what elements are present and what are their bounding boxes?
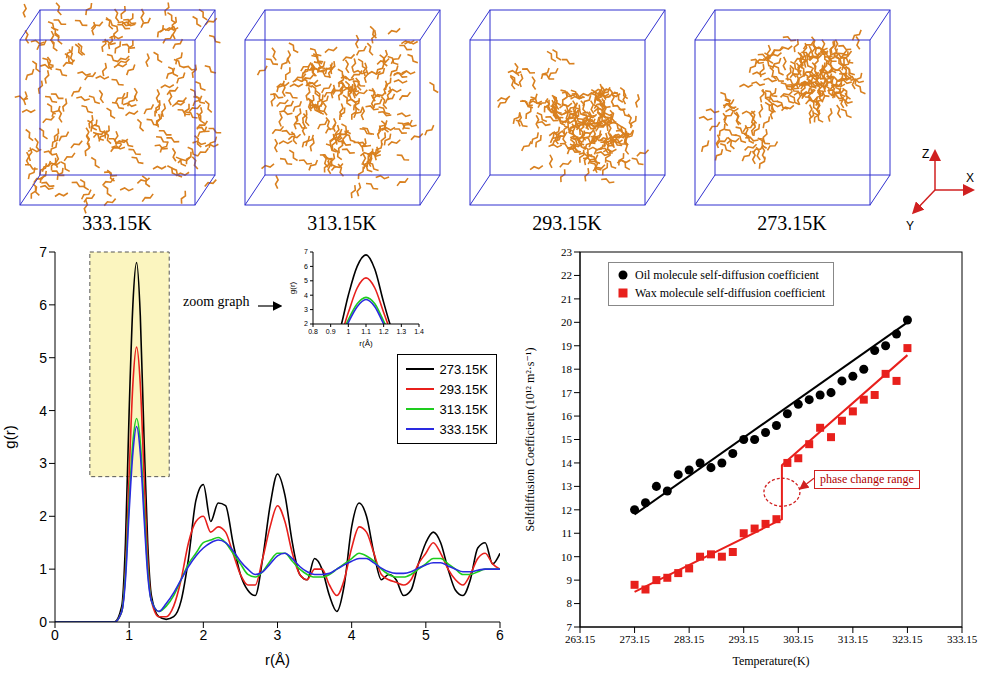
svg-text:Temperature(K): Temperature(K) xyxy=(732,654,809,668)
svg-text:7: 7 xyxy=(304,248,308,255)
svg-text:Z: Z xyxy=(922,147,929,161)
svg-text:4: 4 xyxy=(348,627,356,643)
svg-text:323.15: 323.15 xyxy=(892,633,923,645)
svg-text:g(r): g(r) xyxy=(1,425,18,448)
svg-text:2: 2 xyxy=(39,508,47,524)
svg-text:Y: Y xyxy=(906,219,914,233)
svg-text:15: 15 xyxy=(561,433,573,445)
svg-text:3: 3 xyxy=(304,306,308,313)
svg-text:18: 18 xyxy=(561,363,573,375)
svg-text:19: 19 xyxy=(561,340,573,352)
svg-text:5: 5 xyxy=(39,350,47,366)
svg-text:333.15K: 333.15K xyxy=(82,212,152,234)
svg-text:12: 12 xyxy=(561,504,572,516)
svg-text:14: 14 xyxy=(561,457,573,469)
html-text:313.15K: 313.15K xyxy=(439,401,488,417)
svg-text:4: 4 xyxy=(304,292,308,299)
html-text:phase change range: phase change range xyxy=(819,472,914,487)
svg-text:313.15K: 313.15K xyxy=(307,212,377,234)
svg-text:1.2: 1.2 xyxy=(379,328,389,335)
svg-text:3: 3 xyxy=(39,455,47,471)
html-text:333.15K: 333.15K xyxy=(439,421,488,437)
svg-text:6: 6 xyxy=(39,297,47,313)
svg-text:313.15: 313.15 xyxy=(838,633,869,645)
svg-text:0: 0 xyxy=(39,614,47,630)
svg-text:10: 10 xyxy=(561,551,573,563)
svg-text:4: 4 xyxy=(39,403,47,419)
svg-text:8: 8 xyxy=(567,597,573,609)
svg-text:g(r): g(r) xyxy=(288,281,297,294)
svg-text:7: 7 xyxy=(567,621,573,633)
svg-text:11: 11 xyxy=(561,527,572,539)
html-text:273.15K: 273.15K xyxy=(439,361,488,377)
html-text:293.15K: 293.15K xyxy=(439,381,488,397)
svg-text:333.15: 333.15 xyxy=(947,633,978,645)
svg-text:X: X xyxy=(966,171,974,185)
svg-text:r(Å): r(Å) xyxy=(359,339,373,348)
svg-text:273.15K: 273.15K xyxy=(757,212,827,234)
svg-text:21: 21 xyxy=(561,293,572,305)
svg-text:0.8: 0.8 xyxy=(308,328,318,335)
svg-text:1: 1 xyxy=(346,328,350,335)
svg-text:23: 23 xyxy=(561,246,573,258)
svg-text:293.15: 293.15 xyxy=(729,633,760,645)
svg-text:303.15: 303.15 xyxy=(783,633,814,645)
svg-text:9: 9 xyxy=(567,574,573,586)
svg-text:0.9: 0.9 xyxy=(326,328,336,335)
svg-text:Selfdiffusion Coefficient (10¹: Selfdiffusion Coefficient (10¹² m²·s⁻¹) xyxy=(523,348,537,532)
svg-text:273.15: 273.15 xyxy=(619,633,650,645)
svg-text:2: 2 xyxy=(304,320,308,327)
svg-text:293.15K: 293.15K xyxy=(532,212,602,234)
svg-text:283.15: 283.15 xyxy=(674,633,705,645)
svg-text:22: 22 xyxy=(561,269,572,281)
svg-text:0: 0 xyxy=(51,627,59,643)
svg-text:3: 3 xyxy=(274,627,282,643)
html-text:zoom graph: zoom graph xyxy=(183,294,250,309)
svg-text:5: 5 xyxy=(422,627,430,643)
html-text:Oil molecule self-diffusion co: Oil molecule self-diffusion coefficient xyxy=(635,267,819,282)
svg-text:6: 6 xyxy=(304,263,308,270)
svg-text:20: 20 xyxy=(561,316,573,328)
svg-text:1.4: 1.4 xyxy=(414,328,424,335)
svg-text:263.15: 263.15 xyxy=(565,633,596,645)
svg-text:1.1: 1.1 xyxy=(361,328,371,335)
svg-text:1: 1 xyxy=(39,561,47,577)
html-text:Wax molecule self-diffusion co: Wax molecule self-diffusion coefficient xyxy=(635,285,826,300)
svg-text:5: 5 xyxy=(304,277,308,284)
svg-text:16: 16 xyxy=(561,410,573,422)
svg-text:7: 7 xyxy=(39,244,47,260)
svg-text:13: 13 xyxy=(561,480,573,492)
svg-text:2: 2 xyxy=(199,627,207,643)
svg-text:6: 6 xyxy=(496,627,504,643)
svg-text:1.3: 1.3 xyxy=(396,328,406,335)
svg-text:17: 17 xyxy=(561,387,573,399)
svg-text:r(Å): r(Å) xyxy=(265,651,290,668)
svg-text:1: 1 xyxy=(125,627,133,643)
